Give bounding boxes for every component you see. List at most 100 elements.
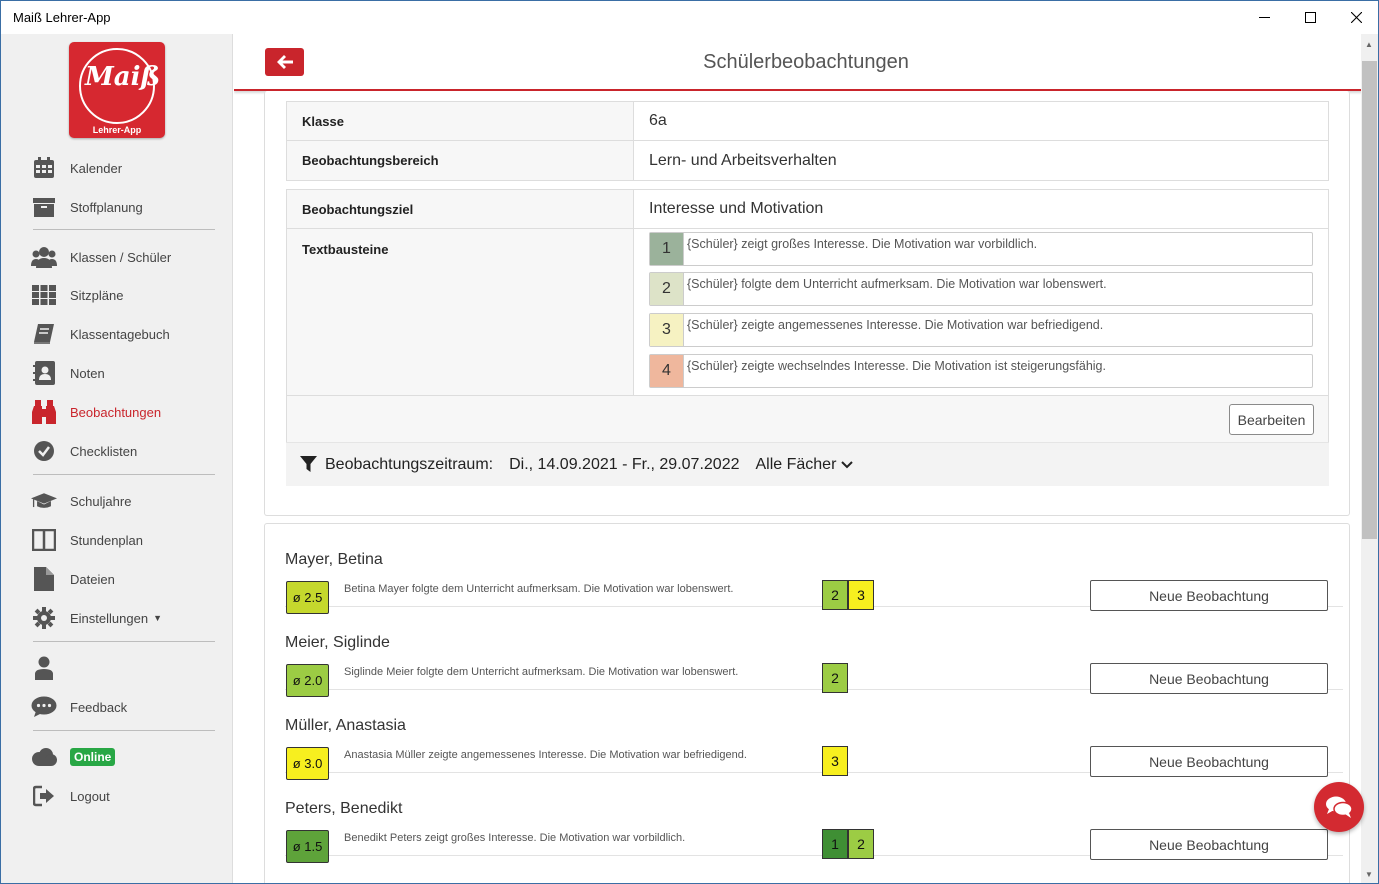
- new-observation-button[interactable]: Neue Beobachtung: [1090, 829, 1328, 860]
- textbaustein-text: {Schüler} zeigt großes Interesse. Die Mo…: [687, 237, 1038, 251]
- sidebar-item-label: Stoffplanung: [70, 199, 143, 215]
- textbaustein-item[interactable]: 3 {Schüler} zeigte angemessenes Interess…: [649, 313, 1313, 347]
- close-icon: [1350, 12, 1362, 23]
- sidebar-item-klassentagebuch[interactable]: Klassentagebuch: [31, 319, 170, 349]
- date-range[interactable]: Di., 14.09.2021 - Fr., 29.07.2022: [509, 455, 740, 473]
- sidebar-divider: [33, 730, 215, 731]
- bereich-value: Lern- und Arbeitsverhalten: [649, 151, 837, 169]
- maximize-button[interactable]: [1287, 1, 1333, 34]
- sidebar-item-logout[interactable]: Logout: [31, 781, 110, 811]
- ziel-row: Beobachtungsziel Interesse und Motivatio…: [287, 190, 1328, 229]
- sidebar-divider: [33, 641, 215, 642]
- sidebar-item-label: Sitzpläne: [70, 287, 124, 303]
- students-card: Mayer, Betina ø 2.5 Betina Mayer folgte …: [264, 523, 1350, 883]
- sidebar-item-label: Einstellungen: [70, 610, 149, 626]
- textbausteine-label: Textbausteine: [287, 229, 634, 395]
- grade-list: 2 3: [822, 580, 874, 610]
- window-title: Maiß Lehrer-App: [13, 10, 111, 25]
- chevron-down-icon: [841, 460, 854, 468]
- filter-icon: [300, 456, 317, 473]
- sidebar-item-label: Kalender: [70, 160, 123, 176]
- textbaustein-item[interactable]: 1 {Schüler} zeigt großes Interesse. Die …: [649, 232, 1313, 266]
- student-note: Anastasia Müller zeigte angemessenes Int…: [344, 749, 747, 761]
- student-name: Meier, Siglinde: [285, 634, 390, 651]
- main-content: Schülerbeobachtungen Klasse 6a Beobachtu…: [234, 34, 1362, 883]
- app-logo[interactable]: Maiß Lehrer-App: [69, 42, 165, 138]
- sidebar-item-checklisten[interactable]: Checklisten: [31, 436, 137, 466]
- sidebar-item-beobachtungen[interactable]: Beobachtungen: [31, 397, 161, 427]
- subject-dropdown[interactable]: Alle Fächer: [755, 455, 854, 474]
- close-button[interactable]: [1333, 1, 1378, 34]
- new-observation-button[interactable]: Neue Beobachtung: [1090, 746, 1328, 777]
- user-icon: [31, 656, 57, 680]
- sidebar-item-online-status[interactable]: Online: [31, 742, 116, 772]
- sidebar-item-kalender[interactable]: Kalender: [31, 153, 122, 183]
- vertical-scrollbar[interactable]: ▲ ▼: [1361, 34, 1378, 883]
- page-title: Schülerbeobachtungen: [703, 51, 909, 73]
- sidebar-item-dateien[interactable]: Dateien: [31, 564, 115, 594]
- sidebar-item-einstellungen[interactable]: Einstellungen ▼: [31, 603, 162, 633]
- student-note: Siglinde Meier folgte dem Unterricht auf…: [344, 666, 739, 678]
- grade-badge[interactable]: 2: [848, 829, 874, 859]
- sidebar: Maiß Lehrer-App Kalender Stoffplanung Kl…: [1, 34, 233, 883]
- new-observation-button[interactable]: Neue Beobachtung: [1090, 663, 1328, 694]
- subject-dropdown-label: Alle Fächer: [755, 455, 837, 473]
- scrollbar-thumb[interactable]: [1362, 61, 1377, 539]
- minimize-button[interactable]: [1241, 1, 1287, 34]
- grade-badge[interactable]: 3: [822, 746, 848, 776]
- scroll-up-icon[interactable]: ▲: [1365, 40, 1373, 49]
- sidebar-item-label: Stundenplan: [70, 532, 144, 548]
- edit-button[interactable]: Bearbeiten: [1229, 404, 1314, 435]
- sidebar-item-stoffplanung[interactable]: Stoffplanung: [31, 192, 143, 222]
- grade-badge[interactable]: 3: [848, 580, 874, 610]
- sidebar-item-stundenplan[interactable]: Stundenplan: [31, 525, 143, 555]
- bereich-row: Beobachtungsbereich Lern- und Arbeitsver…: [287, 141, 1328, 180]
- comment-icon: [31, 695, 57, 719]
- online-badge: Online: [70, 748, 116, 766]
- scroll-down-icon[interactable]: ▼: [1365, 870, 1373, 879]
- back-button[interactable]: [265, 48, 304, 76]
- student-name: Peters, Benedikt: [285, 800, 403, 817]
- student-row: Meier, Siglinde ø 2.0 Siglinde Meier fol…: [285, 607, 1343, 697]
- ziel-label: Beobachtungsziel: [287, 190, 634, 228]
- grade-badge[interactable]: 2: [822, 580, 848, 610]
- grade-book-icon: [31, 361, 57, 385]
- sidebar-item-klassen-schueler[interactable]: Klassen / Schüler: [31, 242, 171, 272]
- goal-info-table: Beobachtungsziel Interesse und Motivatio…: [286, 189, 1329, 444]
- gear-icon: [31, 606, 57, 630]
- sidebar-item-label: Feedback: [70, 699, 128, 715]
- sidebar-item-label: Schuljahre: [70, 493, 132, 509]
- arrow-left-icon: [276, 55, 293, 69]
- new-observation-button[interactable]: Neue Beobachtung: [1090, 580, 1328, 611]
- minimize-icon: [1258, 17, 1270, 18]
- grade-badge[interactable]: 2: [822, 663, 848, 693]
- textbaustein-item[interactable]: 2 {Schüler} folgte dem Unterricht aufmer…: [649, 272, 1313, 306]
- grade-badge[interactable]: 1: [822, 829, 848, 859]
- textbaustein-number: 1: [650, 233, 684, 265]
- textbaustein-item[interactable]: 4 {Schüler} zeigte wechselndes Interesse…: [649, 354, 1313, 388]
- sidebar-item-feedback[interactable]: Feedback: [31, 692, 127, 722]
- sidebar-item-noten[interactable]: Noten: [31, 358, 105, 388]
- textbaustein-number: 3: [650, 314, 684, 346]
- klasse-value: 6a: [649, 112, 667, 129]
- student-row: Mayer, Betina ø 2.5 Betina Mayer folgte …: [285, 524, 1343, 614]
- observation-settings-card: Klasse 6a Beobachtungsbereich Lern- und …: [264, 91, 1350, 516]
- sidebar-item-label: Klassen / Schüler: [70, 249, 172, 265]
- average-badge: ø 2.5: [286, 581, 329, 614]
- grade-list: 1 2: [822, 829, 874, 859]
- textbaustein-text: {Schüler} zeigte angemessenes Interesse.…: [687, 318, 1104, 332]
- klasse-row: Klasse 6a: [287, 102, 1328, 141]
- textbaustein-number: 2: [650, 273, 684, 305]
- textbaustein-text: {Schüler} zeigte wechselndes Interesse. …: [687, 359, 1106, 373]
- sidebar-item-schuljahre[interactable]: Schuljahre: [31, 486, 131, 516]
- sidebar-item-label: Logout: [70, 788, 110, 804]
- filter-bar: Beobachtungszeitraum: Di., 14.09.2021 - …: [286, 442, 1329, 486]
- sidebar-item-user[interactable]: [31, 653, 70, 683]
- sidebar-item-sitzplaene[interactable]: Sitzpläne: [31, 280, 123, 310]
- filter-label: Beobachtungszeitraum:: [325, 455, 494, 473]
- users-icon: [31, 245, 57, 269]
- chat-button[interactable]: [1314, 782, 1364, 832]
- textbaustein-number: 4: [650, 355, 684, 387]
- bereich-label: Beobachtungsbereich: [287, 141, 634, 180]
